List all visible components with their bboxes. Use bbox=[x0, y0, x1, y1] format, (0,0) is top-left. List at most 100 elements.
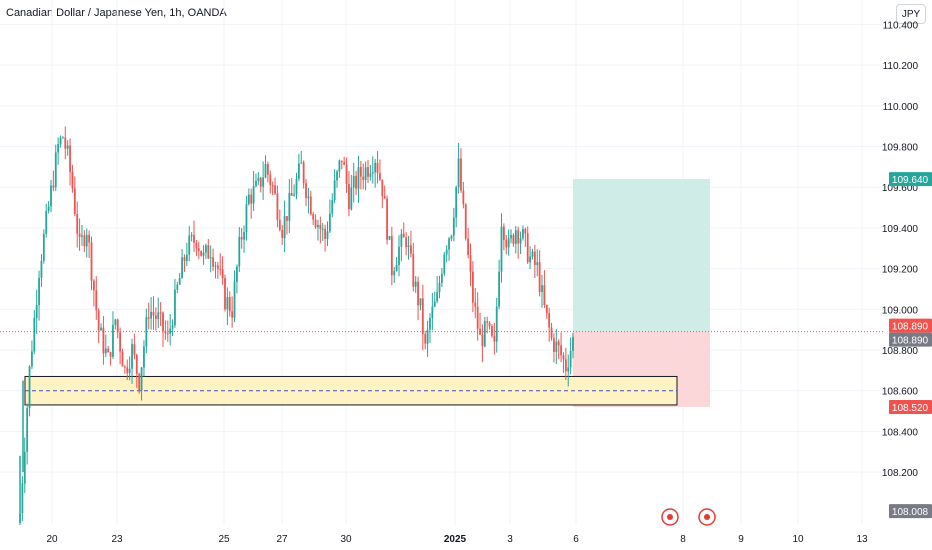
candle-body bbox=[414, 281, 417, 287]
candle-body bbox=[367, 167, 369, 177]
candles bbox=[19, 126, 574, 525]
x-tick-label: 30 bbox=[340, 534, 352, 545]
candle-body bbox=[343, 161, 346, 165]
candle-body bbox=[90, 242, 93, 281]
y-tick-label: 109.600 bbox=[882, 183, 919, 194]
candle-body bbox=[195, 242, 198, 249]
candle-body bbox=[119, 332, 122, 352]
candle-body bbox=[431, 306, 434, 318]
x-tick-label: 20 bbox=[46, 534, 58, 545]
candle-body bbox=[152, 311, 155, 316]
candle-body bbox=[250, 194, 253, 204]
candle-body bbox=[166, 333, 169, 335]
candle-body bbox=[317, 224, 319, 228]
stop-price-badge: 108.520 bbox=[889, 399, 932, 414]
candle-body bbox=[140, 367, 143, 391]
candle-body bbox=[436, 292, 439, 302]
grid-lines bbox=[0, 0, 884, 525]
candle-body bbox=[205, 245, 207, 253]
candle-body bbox=[412, 253, 415, 287]
candle-body bbox=[59, 137, 62, 144]
candle-body bbox=[533, 251, 536, 265]
candle-body bbox=[240, 236, 243, 240]
candle-body bbox=[243, 232, 245, 240]
x-tick-label: 2025 bbox=[444, 534, 467, 545]
candle-body bbox=[488, 322, 491, 327]
candle-body bbox=[386, 198, 388, 240]
candle-body bbox=[379, 173, 381, 180]
candle-body bbox=[78, 233, 81, 237]
candle-body bbox=[445, 249, 448, 255]
candle-body bbox=[288, 192, 291, 221]
candle-body bbox=[340, 160, 343, 162]
candle-body bbox=[188, 235, 191, 255]
last-price-badge-label: 108.890 bbox=[892, 322, 929, 333]
currency-button[interactable]: JPY bbox=[896, 4, 926, 24]
candle-body bbox=[505, 240, 508, 248]
candle-body bbox=[214, 265, 217, 267]
price-axis: 110.400 110.200 110.000 109.800 109.600 109.4… bbox=[882, 20, 919, 479]
candle-body bbox=[541, 285, 543, 292]
candle-body bbox=[26, 408, 29, 452]
candle-body bbox=[181, 257, 183, 279]
candle-body bbox=[62, 137, 64, 139]
candle-body bbox=[371, 172, 374, 174]
candle-body bbox=[312, 214, 315, 220]
candle-body bbox=[228, 297, 231, 312]
price-badges: 109.640 108.890 108.890 108.520 108.008 bbox=[889, 172, 932, 519]
candle-body bbox=[331, 200, 334, 214]
low-price-badge-label: 108.008 bbox=[892, 507, 929, 518]
candle-body bbox=[502, 226, 505, 241]
x-tick-label: 27 bbox=[276, 534, 288, 545]
candle-body bbox=[64, 137, 67, 149]
candle-body bbox=[350, 187, 353, 210]
candle-body bbox=[83, 235, 86, 247]
y-tick-label: 108.200 bbox=[882, 468, 919, 479]
candle-body bbox=[522, 228, 524, 239]
candle-body bbox=[572, 336, 574, 351]
candle-body bbox=[169, 328, 172, 334]
x-tick-label: 9 bbox=[738, 534, 744, 545]
candle-body bbox=[247, 194, 250, 205]
candle-body bbox=[116, 319, 119, 333]
candle-body bbox=[231, 311, 234, 318]
candle-body bbox=[264, 164, 267, 178]
candle-body bbox=[464, 204, 467, 239]
y-tick-label: 109.200 bbox=[882, 265, 919, 276]
candle-body bbox=[433, 301, 436, 307]
candle-body bbox=[176, 284, 179, 290]
candle-body bbox=[355, 175, 357, 189]
candle-body bbox=[238, 236, 241, 267]
candle-body bbox=[524, 228, 527, 234]
candle-body bbox=[328, 213, 331, 232]
candle-body bbox=[135, 354, 138, 374]
x-tick-label: 23 bbox=[111, 534, 123, 545]
candle-body bbox=[500, 226, 503, 272]
candle-body bbox=[262, 177, 265, 187]
candle-body bbox=[359, 167, 362, 177]
candle-body bbox=[424, 334, 427, 344]
candle-body bbox=[314, 219, 317, 228]
candle-body bbox=[236, 266, 238, 282]
y-tick-label: 110.400 bbox=[883, 20, 919, 31]
candle-body bbox=[562, 355, 565, 360]
candle-body bbox=[557, 341, 560, 346]
candle-body bbox=[147, 317, 150, 319]
candle-body bbox=[564, 359, 567, 372]
candle-body bbox=[233, 281, 236, 318]
candle-body bbox=[410, 245, 412, 254]
candle-body bbox=[336, 171, 338, 181]
candle-body bbox=[483, 321, 486, 347]
candle-body bbox=[512, 235, 515, 244]
candle-body bbox=[553, 338, 555, 353]
candle-body bbox=[321, 228, 324, 230]
candle-body bbox=[457, 158, 460, 187]
low-price-badge: 108.008 bbox=[889, 504, 932, 519]
candle-body bbox=[252, 186, 255, 204]
candle-body bbox=[283, 216, 286, 238]
candle-body bbox=[405, 237, 408, 248]
candle-body bbox=[302, 162, 305, 184]
candle-body bbox=[286, 216, 288, 221]
